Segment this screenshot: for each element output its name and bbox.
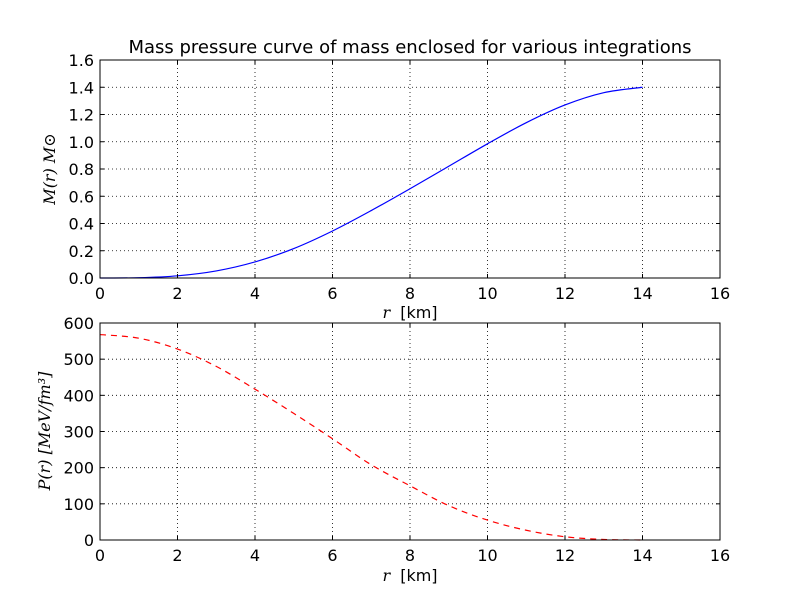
mass-y-tick-label: 0.6 [69,187,94,206]
mass-x-tick-label: 4 [250,284,260,303]
pressure-y-tick-label: 200 [63,459,94,478]
mass-y-axis-label: M(r) M⊙ [40,133,59,205]
pressure-x-tick-labels: 0 2 4 6 8 10 12 14 16 [95,546,730,565]
pressure-x-tick-label: 0 [95,546,105,565]
pressure-chart: 0 2 4 6 8 10 12 14 16 0 100 200 300 400 500 600 r [km]… [35,314,730,585]
mass-x-tick-label: 6 [327,284,337,303]
pressure-y-tick-label: 300 [63,423,94,442]
mass-x-tick-label: 16 [710,284,730,303]
pressure-y-tick-label: 400 [63,386,94,405]
mass-x-tick-label: 10 [477,284,497,303]
mass-x-tick-label: 12 [555,284,575,303]
mass-y-tick-labels: 0.0 0.2 0.4 0.6 0.8 1.0 1.2 1.4 1.6 [69,51,94,288]
pressure-y-tick-label: 600 [63,314,94,333]
pressure-grid [100,323,720,540]
mass-y-tick-label: 0.8 [69,160,94,179]
pressure-y-tick-labels: 0 100 200 300 400 500 600 [63,314,94,550]
pressure-y-tick-label: 500 [63,350,94,369]
mass-series-line [99,86,643,279]
mass-x-tick-label: 14 [632,284,652,303]
pressure-x-tick-label: 2 [172,546,182,565]
pressure-series-line [99,333,643,541]
mass-grid [100,60,720,278]
pressure-x-tick-label: 4 [250,546,260,565]
mass-x-tick-labels: 0 2 4 6 8 10 12 14 16 [95,284,730,303]
mass-y-tick-label: 0.4 [69,215,94,234]
pressure-ticks [99,322,721,541]
mass-y-tick-label: 1.4 [69,78,94,97]
pressure-x-axis-label: r [km] [382,566,437,585]
mass-x-axis-label: r [km] [382,303,437,322]
pressure-x-tick-label: 12 [555,546,575,565]
pressure-y-axis-label: P(r) [MeV/fm³] [35,371,54,492]
pressure-y-tick-label: 0 [84,531,94,550]
mass-ticks [99,59,721,279]
mass-y-tick-label: 0.2 [69,242,94,261]
mass-x-tick-label: 0 [95,284,105,303]
mass-x-tick-label: 8 [405,284,415,303]
pressure-x-tick-label: 6 [327,546,337,565]
mass-y-tick-label: 1.2 [69,106,94,125]
pressure-y-tick-label: 100 [63,495,94,514]
pressure-x-tick-label: 14 [632,546,652,565]
chart-title: Mass pressure curve of mass enclosed for… [128,37,691,58]
mass-y-tick-label: 1.6 [69,51,94,70]
mass-x-tick-label: 2 [172,284,182,303]
pressure-x-tick-label: 8 [405,546,415,565]
mass-y-tick-label: 1.0 [69,133,94,152]
mass-chart: Mass pressure curve of mass enclosed for… [40,37,730,322]
pressure-x-tick-label: 10 [477,546,497,565]
mass-y-tick-label: 0.0 [69,269,94,288]
pressure-x-tick-label: 16 [710,546,730,565]
